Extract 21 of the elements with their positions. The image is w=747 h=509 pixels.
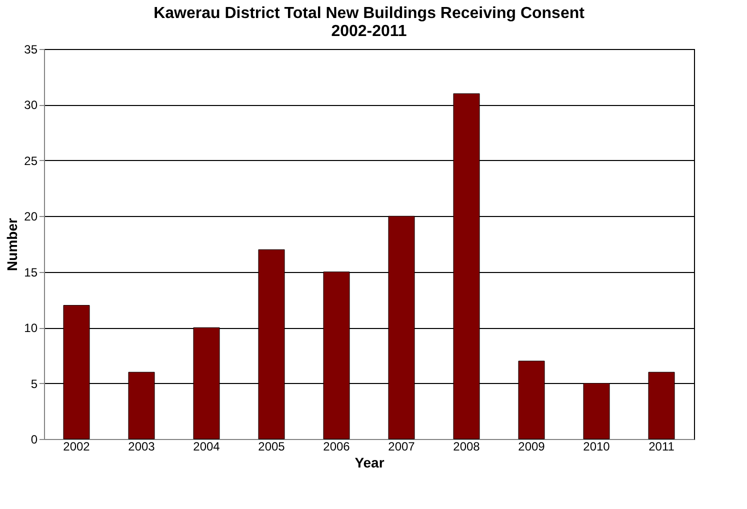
x-tick-label: 2009: [518, 440, 546, 454]
y-tick-label: 20: [24, 210, 38, 224]
x-tick-label: 2004: [193, 440, 220, 454]
y-tick-label: 10: [24, 321, 38, 336]
x-tick-label: 2002: [63, 440, 90, 454]
x-tick-label: 2007: [388, 440, 416, 454]
y-tick-label: 25: [24, 154, 38, 168]
y-axis-title: Number: [4, 218, 20, 271]
chart-title: Kawerau District Total New Buildings Receiving Consent 2002-2011: [154, 5, 586, 40]
y-tick-label: 5: [30, 376, 38, 391]
y-tick-label: 30: [24, 98, 38, 112]
x-tick-label: 2005: [258, 440, 286, 454]
x-tick-label: 2011: [648, 440, 675, 454]
y-tick-label: 15: [24, 265, 38, 280]
x-tick-label: 2006: [323, 440, 350, 454]
x-tick-label: 2008: [453, 440, 480, 454]
x-tick-label: 2010: [583, 440, 610, 454]
x-axis-title: Year: [354, 454, 385, 470]
y-tick-label: 35: [24, 42, 38, 56]
x-tick-label: 2003: [128, 440, 156, 454]
y-tick-label: 0: [30, 432, 38, 446]
